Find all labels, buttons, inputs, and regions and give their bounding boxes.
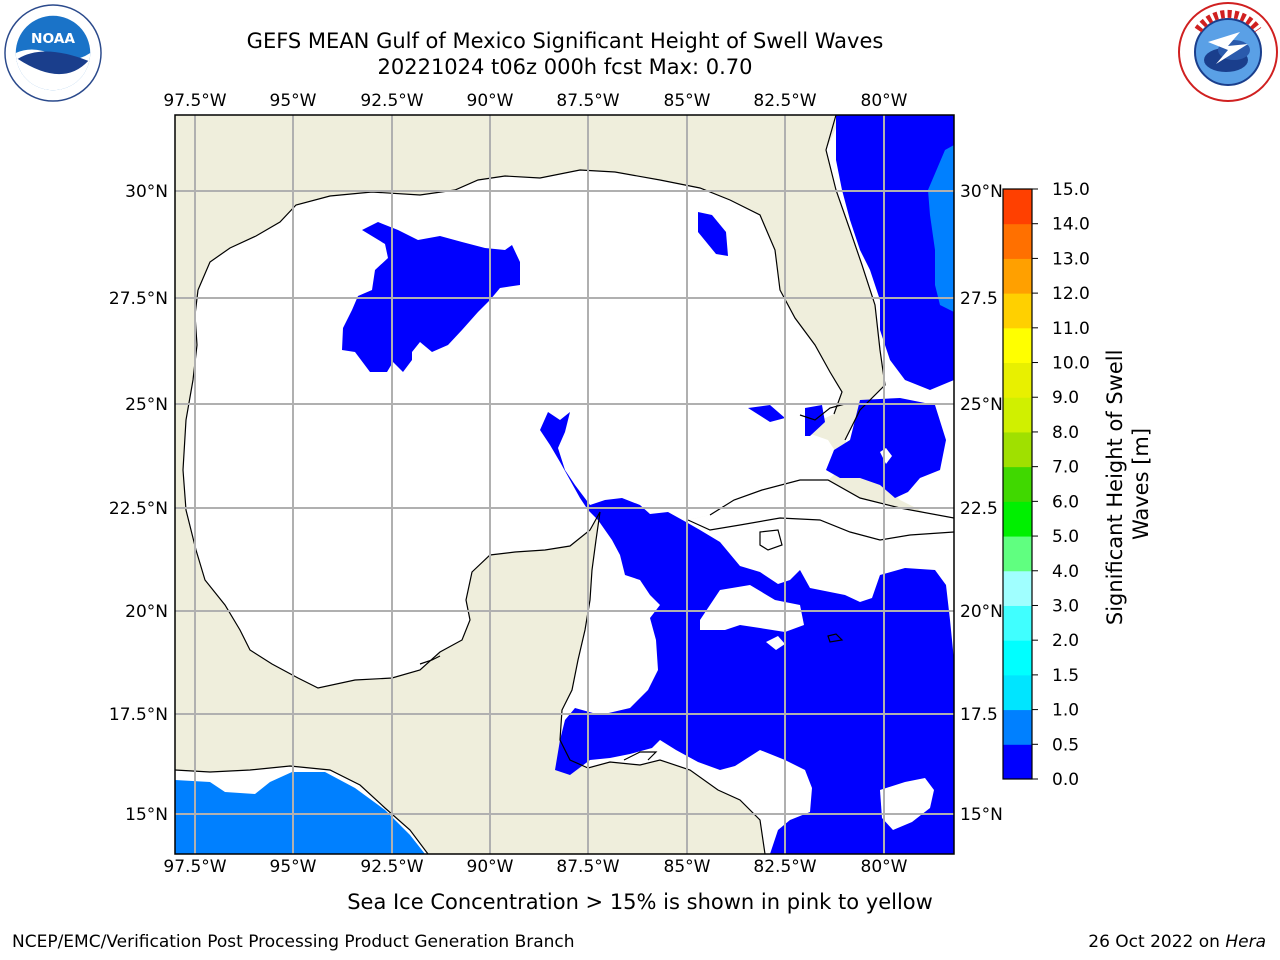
longitude-tick-label: 82.5°W — [753, 91, 816, 111]
latitude-tick-label: 22.5°N — [109, 499, 168, 519]
sea-ice-note: Sea Ice Concentration > 15% is shown in … — [347, 890, 933, 914]
colorbar-label-line2: Waves [m] — [1129, 428, 1153, 540]
longitude-tick-label: 87.5°W — [556, 91, 619, 111]
colorbar-tick-label: 14.0 — [1052, 215, 1090, 235]
colorbar-tick-label: 9.0 — [1052, 388, 1079, 408]
latitude-tick-label: 22.5 — [960, 499, 998, 519]
colorbar-tick-label: 0.0 — [1052, 770, 1079, 790]
colorbar-bin — [1003, 536, 1032, 572]
colorbar-tick-label: 2.0 — [1052, 631, 1079, 651]
longitude-tick-label: 85°W — [664, 857, 711, 877]
footer-credit: NCEP/EMC/Verification Post Processing Pr… — [12, 932, 575, 952]
latitude-tick-label: 30°N — [125, 182, 168, 202]
colorbar-tick-label: 1.5 — [1052, 666, 1079, 686]
colorbar-bin — [1003, 570, 1032, 606]
colorbar-tick-label: 1.0 — [1052, 701, 1079, 721]
colorbar-tick-label: 11.0 — [1052, 319, 1090, 339]
nws-logo — [1178, 2, 1278, 102]
colorbar-bin — [1003, 744, 1032, 780]
colorbar-bin — [1003, 674, 1032, 711]
colorbar-tick-label: 12.0 — [1052, 284, 1090, 304]
longitude-tick-label: 82.5°W — [753, 857, 816, 877]
longitude-tick-label: 92.5°W — [360, 91, 423, 111]
gridlines — [175, 115, 954, 854]
latitude-tick-label: 20°N — [125, 602, 168, 622]
no-swell-holes — [700, 448, 934, 830]
gulf-of-mexico-water — [183, 170, 845, 688]
colorbar-bin — [1003, 466, 1032, 502]
colorbar-tick-label: 3.0 — [1052, 596, 1079, 616]
latitude-tick-label: 20°N — [960, 602, 1003, 622]
latitude-tick-label: 27.5 — [960, 289, 998, 309]
colorbar-bin — [1003, 258, 1032, 294]
colorbar-tick-label: 7.0 — [1052, 458, 1079, 478]
map-area — [175, 115, 954, 854]
colorbar-tick-labels: 0.0 0.5 1.0 1.5 2.0 3.0 4.0 5.0 6.0 7.0 8.0 9.0 10.0… — [1052, 180, 1090, 790]
colorbar-tick-label: 15.0 — [1052, 180, 1090, 200]
colorbar-bin — [1003, 709, 1032, 745]
longitude-labels-top: 97.5°W 95°W 92.5°W 90°W 87.5°W 85°W 82.5°W 80°W — [163, 91, 907, 111]
colorbar-bin — [1003, 362, 1032, 398]
longitude-tick-label: 97.5°W — [163, 857, 226, 877]
colorbar-bin — [1003, 327, 1032, 364]
colorbar-label-line1: Significant Height of Swell — [1103, 350, 1127, 626]
coastlines — [175, 115, 954, 854]
colorbar-tick-label: 6.0 — [1052, 492, 1079, 512]
longitude-tick-label: 92.5°W — [360, 857, 423, 877]
colorbar-label: Significant Height of Swell Waves [m] — [1103, 343, 1153, 625]
footer-host: Hera — [1225, 932, 1266, 952]
colorbar-bin — [1003, 293, 1032, 329]
latitude-labels-right: 30°N 27.5 25°N 22.5 20°N 17.5 15°N — [960, 182, 1003, 825]
latitude-tick-label: 27.5°N — [109, 289, 168, 309]
colorbar-bin — [1003, 189, 1032, 225]
colorbar-bin — [1003, 223, 1032, 259]
colorbar-tick-label: 10.0 — [1052, 354, 1090, 374]
colorbar-tick-label: 4.0 — [1052, 562, 1079, 582]
latitude-tick-label: 15°N — [125, 805, 168, 825]
latitude-tick-label: 17.5°N — [109, 705, 168, 725]
chart-subtitle: 20221024 t06z 000h fcst Max: 0.70 — [377, 55, 753, 79]
colorbar-tick-label: 8.0 — [1052, 423, 1079, 443]
chart-title: GEFS MEAN Gulf of Mexico Significant Hei… — [246, 29, 884, 53]
colorbar-bin — [1003, 431, 1032, 468]
svg-text:NOAA: NOAA — [31, 31, 75, 47]
colorbar-tick-label: 13.0 — [1052, 249, 1090, 269]
latitude-tick-label: 17.5 — [960, 705, 998, 725]
latitude-tick-label: 25°N — [125, 395, 168, 415]
colorbar — [1002, 188, 1038, 780]
colorbar-bin — [1003, 501, 1032, 537]
latitude-tick-label: 25°N — [960, 395, 1003, 415]
longitude-tick-label: 97.5°W — [163, 91, 226, 111]
latitude-tick-label: 15°N — [960, 805, 1003, 825]
colorbar-tick-label: 5.0 — [1052, 527, 1079, 547]
longitude-tick-label: 80°W — [861, 857, 908, 877]
latitude-tick-label: 30°N — [960, 182, 1003, 202]
longitude-labels-bottom: 97.5°W 95°W 92.5°W 90°W 87.5°W 85°W 82.5°W 80°W — [163, 857, 907, 877]
map-frame — [174, 114, 955, 855]
colorbar-bin — [1003, 605, 1032, 641]
colorbar-bin — [1003, 397, 1032, 433]
longitude-tick-label: 80°W — [861, 91, 908, 111]
longitude-tick-label: 85°W — [664, 91, 711, 111]
colorbar-bin — [1003, 640, 1032, 676]
latitude-labels-left: 30°N 27.5°N 25°N 22.5°N 20°N 17.5°N 15°N — [109, 182, 168, 825]
colorbar-tick-label: 0.5 — [1052, 735, 1079, 755]
colorbar-frame — [1002, 188, 1033, 780]
longitude-tick-label: 95°W — [270, 857, 317, 877]
longitude-tick-label: 90°W — [467, 91, 514, 111]
noaa-logo: NOAA — [4, 4, 102, 102]
footer-date-text: 26 Oct 2022 on — [1088, 932, 1226, 952]
longitude-tick-label: 95°W — [270, 91, 317, 111]
longitude-tick-label: 87.5°W — [556, 857, 619, 877]
footer-date: 26 Oct 2022 on Hera — [1088, 932, 1266, 952]
longitude-tick-label: 90°W — [467, 857, 514, 877]
